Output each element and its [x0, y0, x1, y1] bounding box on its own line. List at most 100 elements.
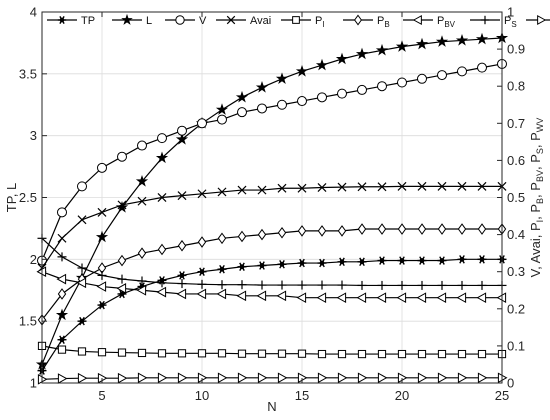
right-y-axis-title: V, Avai, PI, PB, PBV, PS, PWV: [528, 118, 545, 278]
x-marker-stroke: [437, 181, 447, 191]
square-marker-shape: [437, 349, 447, 359]
data-point: [117, 274, 127, 284]
triangle-left-marker-shape: [476, 292, 487, 304]
triangle-left-marker-shape: [256, 290, 267, 302]
diamond-marker-shape: [197, 236, 207, 248]
x-marker-stroke: [297, 183, 307, 193]
data-point: [176, 288, 187, 300]
right-y-axis-title-part: , P: [528, 204, 543, 220]
data-point: [375, 43, 389, 56]
data-point: [377, 349, 387, 359]
data-point: [217, 372, 228, 384]
pentagram-marker-shape: [175, 132, 189, 145]
data-point: [217, 187, 227, 197]
data-point: [77, 181, 87, 192]
data-point: [216, 288, 227, 300]
data-point: [477, 223, 487, 235]
triangle-left-marker-shape: [56, 273, 67, 285]
x-tick-label: 20: [395, 388, 409, 403]
data-point: [417, 280, 427, 290]
data-point: [116, 283, 127, 294]
triangle-left-marker-shape: [196, 288, 207, 300]
data-point: [397, 256, 407, 265]
triangle-right-marker-shape: [437, 372, 448, 384]
data-point: [117, 372, 128, 384]
data-point: [377, 256, 387, 265]
data-point: [137, 372, 148, 384]
data-point: [457, 372, 468, 384]
pentagram-marker-shape: [135, 174, 149, 187]
square-marker-shape: [177, 349, 187, 358]
x-axis-title: N: [267, 399, 276, 414]
circle-marker-shape: [437, 70, 447, 81]
circle-marker-shape: [257, 103, 267, 114]
square-marker-shape: [57, 345, 67, 354]
circle-marker-shape: [357, 84, 367, 95]
legend-item: Avai: [216, 15, 271, 27]
data-point: [277, 226, 287, 239]
pentagram-marker-shape: [455, 34, 469, 46]
circle-marker-shape: [157, 133, 167, 144]
legend-marker: [537, 14, 547, 26]
x-marker-stroke: [117, 200, 127, 210]
data-point: [197, 118, 207, 129]
pentagram-marker-shape: [375, 43, 389, 56]
square-marker-shape: [77, 347, 87, 356]
data-point: [455, 34, 469, 46]
data-point: [57, 345, 67, 354]
pentagram-marker-shape: [55, 308, 69, 321]
data-point: [335, 52, 349, 65]
triangle-right-marker-shape: [477, 372, 488, 384]
data-point: [76, 277, 87, 289]
legend: TPLVAvaiPIPBPBVPSPWV: [47, 13, 550, 29]
triangle-left-marker-shape: [356, 292, 367, 304]
data-point: [337, 257, 347, 267]
data-point: [257, 228, 267, 241]
triangle-right-marker-shape: [417, 372, 428, 384]
data-point: [257, 280, 267, 290]
data-point: [117, 254, 127, 267]
data-point: [77, 263, 87, 273]
legend-label-subscript: S: [511, 20, 516, 29]
data-point: [415, 37, 429, 50]
triangle-right-marker-shape: [537, 14, 547, 26]
data-point: [337, 225, 347, 237]
triangle-left-marker-shape: [396, 292, 407, 304]
data-point: [336, 292, 347, 304]
right-y-axis-title-part: V, Avai, P: [528, 222, 543, 277]
series-line: [41, 185, 502, 269]
legend-label-text: L: [146, 15, 152, 27]
data-point: [317, 349, 327, 359]
triangle-left-marker-shape: [412, 14, 422, 26]
star-marker-core: [359, 259, 365, 265]
data-point: [237, 262, 247, 272]
data-point: [55, 308, 69, 321]
data-point: [437, 181, 447, 191]
data-point: [457, 66, 467, 77]
data-point: [317, 280, 327, 290]
data-point: [57, 335, 67, 344]
right-y-tick-label: 0.7: [507, 116, 525, 131]
data-point: [437, 256, 447, 265]
data-point: [137, 140, 147, 151]
data-point: [456, 292, 467, 304]
circle-marker-shape: [137, 140, 147, 151]
data-point: [377, 81, 387, 92]
data-point: [197, 267, 207, 276]
data-point: [457, 223, 467, 235]
pentagram-marker-shape: [275, 72, 289, 84]
square-marker-shape: [292, 16, 300, 24]
data-point: [237, 230, 247, 243]
right-y-axis-title-part: , P: [528, 132, 543, 148]
data-point: [476, 292, 487, 304]
data-point: [417, 349, 427, 359]
data-point: [337, 372, 348, 384]
star-marker-core: [179, 272, 185, 278]
square-marker-shape: [217, 349, 227, 358]
square-marker-shape: [117, 348, 127, 357]
x-marker-stroke: [417, 181, 427, 191]
diamond-marker-shape: [417, 223, 427, 235]
data-point: [315, 58, 329, 71]
data-point: [137, 247, 147, 259]
triangle-left-marker-shape: [136, 284, 147, 296]
